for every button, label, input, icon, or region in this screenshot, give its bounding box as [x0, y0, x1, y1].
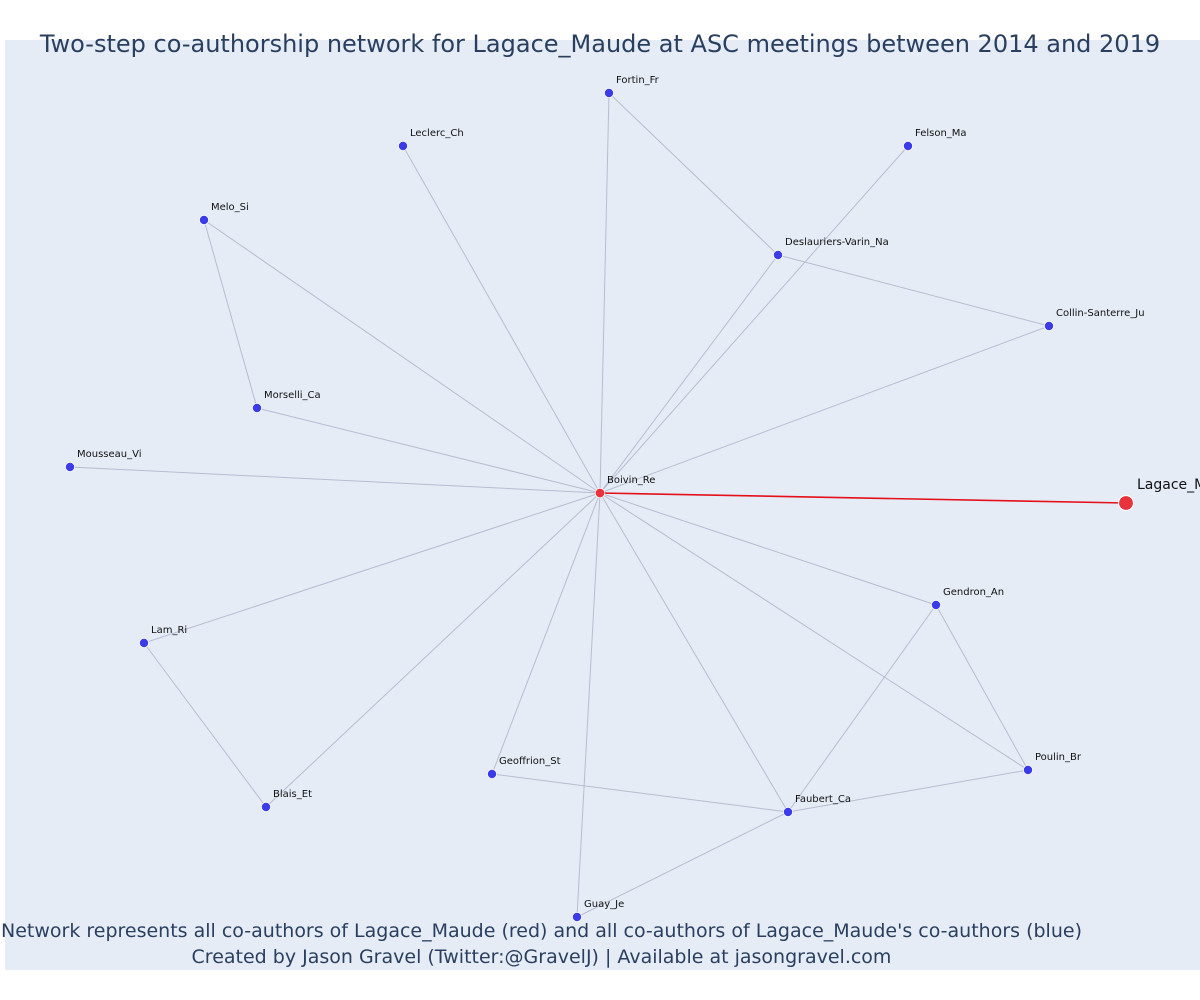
- node-label-morselli_ca: Morselli_Ca: [264, 390, 321, 401]
- edge-boivin_re-geoffrion_st: [491, 492, 601, 775]
- node-lagace_maude[interactable]: [1117, 494, 1135, 512]
- node-mousseau_vi[interactable]: [65, 461, 76, 472]
- node-label-lam_ri: Lam_Ri: [151, 625, 187, 636]
- edge-faubert_ca-poulin_br: [787, 769, 1029, 813]
- edge-geoffrion_st-faubert_ca: [491, 773, 789, 813]
- node-label-felson_ma: Felson_Ma: [915, 128, 967, 139]
- node-label-guay_je: Guay_Je: [584, 899, 624, 910]
- node-deslauriers-varin_na[interactable]: [773, 249, 784, 260]
- node-label-melo_si: Melo_Si: [211, 202, 249, 213]
- edge-boivin_re-collin-santerre_ju: [599, 325, 1050, 494]
- edge-boivin_re-poulin_br: [599, 492, 1029, 771]
- edge-boivin_re-lam_ri: [143, 492, 601, 644]
- node-label-collin-santerre_ju: Collin-Santerre_Ju: [1056, 308, 1145, 319]
- node-label-deslauriers-varin_na: Deslauriers-Varin_Na: [785, 237, 889, 248]
- node-label-faubert_ca: Faubert_Ca: [795, 794, 851, 805]
- nodes-layer: [65, 88, 1135, 923]
- node-fortin_fr[interactable]: [604, 88, 615, 99]
- node-label-leclerc_ch: Leclerc_Ch: [410, 128, 464, 139]
- node-label-geoffrion_st: Geoffrion_St: [499, 756, 561, 767]
- labels-layer: Boivin_Re Lagace_M Fortin_Fr Leclerc_Ch Fels…: [77, 75, 1200, 910]
- edge-faubert_ca-guay_je: [576, 811, 789, 918]
- node-label-boivin_re: Boivin_Re: [607, 475, 655, 486]
- node-label-poulin_br: Poulin_Br: [1035, 752, 1082, 763]
- edge-boivin_re-fortin_fr: [599, 92, 610, 494]
- edge-boivin_re-deslauriers-varin_na: [599, 254, 779, 494]
- edge-gendron_an-faubert_ca: [787, 604, 937, 813]
- edge-boivin_re-guay_je: [576, 492, 601, 918]
- edge-boivin_re-leclerc_ch: [402, 145, 601, 494]
- edge-fortin_fr-deslauriers-varin_na: [608, 92, 779, 256]
- node-geoffrion_st[interactable]: [486, 769, 497, 780]
- edge-boivin_re-gendron_an: [599, 492, 937, 606]
- node-melo_si[interactable]: [198, 214, 209, 225]
- node-label-blais_et: Blais_Et: [273, 789, 312, 800]
- node-label-lagace_maude: Lagace_M: [1137, 477, 1200, 493]
- edge-boivin_re-blais_et: [265, 492, 601, 808]
- node-poulin_br[interactable]: [1023, 765, 1034, 776]
- node-collin-santerre_ju[interactable]: [1044, 320, 1055, 331]
- edge-lam_ri-blais_et: [143, 642, 267, 808]
- page-title: Two-step co-authorship network for Lagac…: [39, 30, 1161, 58]
- node-gendron_an[interactable]: [931, 600, 942, 611]
- footer-caption: Network represents all co-authors of Lag…: [0, 918, 1083, 970]
- node-lam_ri[interactable]: [138, 638, 149, 649]
- edge-boivin_re-melo_si: [203, 219, 601, 494]
- edge-boivin_re-mousseau_vi: [69, 466, 601, 494]
- edge-deslauriers-varin_na-collin-santerre_ju: [777, 254, 1050, 327]
- node-guay_je[interactable]: [572, 912, 583, 923]
- edge-boivin_re-lagace_maude: [599, 492, 1127, 504]
- edges-layer: [69, 92, 1127, 918]
- edge-boivin_re-faubert_ca: [599, 492, 789, 813]
- footer-line-2: Created by Jason Gravel (Twitter:@Gravel…: [191, 946, 892, 968]
- node-leclerc_ch[interactable]: [397, 140, 408, 151]
- footer-line-1: Network represents all co-authors of Lag…: [1, 920, 1082, 942]
- node-morselli_ca[interactable]: [251, 402, 262, 413]
- edge-boivin_re-felson_ma: [599, 145, 909, 494]
- plot-area: [5, 40, 1200, 970]
- node-label-mousseau_vi: Mousseau_Vi: [77, 449, 142, 460]
- node-felson_ma[interactable]: [903, 140, 914, 151]
- node-label-gendron_an: Gendron_An: [943, 587, 1004, 598]
- node-label-fortin_fr: Fortin_Fr: [616, 75, 660, 86]
- node-faubert_ca[interactable]: [783, 807, 794, 818]
- node-boivin_re[interactable]: [594, 487, 606, 499]
- edge-boivin_re-morselli_ca: [256, 407, 601, 494]
- edge-melo_si-morselli_ca: [203, 219, 258, 409]
- edge-gendron_an-poulin_br: [935, 604, 1029, 771]
- node-blais_et[interactable]: [260, 802, 271, 813]
